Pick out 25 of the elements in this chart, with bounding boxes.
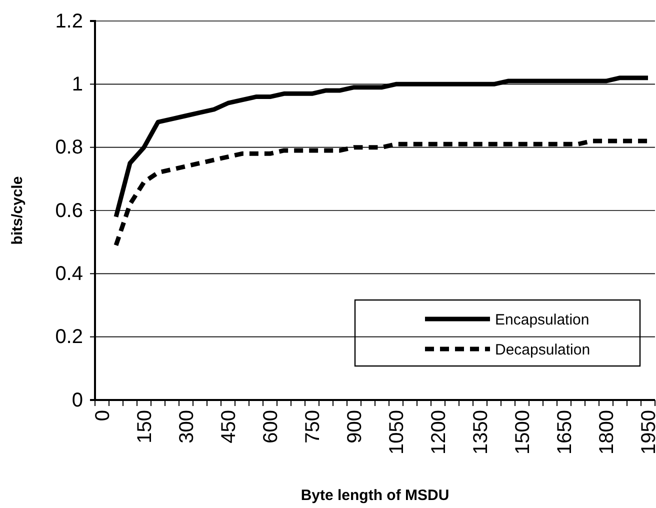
y-tick-label: 0.8 <box>55 136 83 159</box>
x-tick-label: 300 <box>176 410 198 444</box>
x-tick-label: 1950 <box>638 410 656 454</box>
y-tick-label: 0.6 <box>55 200 83 222</box>
x-tick-label: 750 <box>302 410 324 444</box>
x-tick-label: 1200 <box>428 410 450 454</box>
y-tick-label: 1 <box>72 74 83 96</box>
y-tick-label: 1.2 <box>55 10 83 32</box>
x-tick-label: 0 <box>92 410 114 422</box>
x-axis-title: Byte length of MSDU <box>300 487 450 504</box>
x-tick-label: 1350 <box>470 410 492 454</box>
y-tick-label: 0.4 <box>55 263 83 286</box>
x-tick-label: 900 <box>344 410 366 444</box>
y-axis-title: bits/cycle <box>9 176 26 245</box>
x-tick-label: 1050 <box>386 410 408 454</box>
y-tick-label: 0.2 <box>55 326 83 348</box>
x-tick-label: 600 <box>260 410 282 444</box>
x-tick-label: 450 <box>218 410 240 444</box>
legend-label: Encapsulation <box>495 311 590 328</box>
y-tick-label: 0 <box>72 389 83 412</box>
x-tick-label: 1500 <box>512 410 534 454</box>
x-tick-label: 1800 <box>596 410 618 454</box>
x-tick-label: 1650 <box>554 410 576 454</box>
legend-label: Decapsulation <box>495 341 590 358</box>
x-tick-label: 150 <box>134 410 156 444</box>
